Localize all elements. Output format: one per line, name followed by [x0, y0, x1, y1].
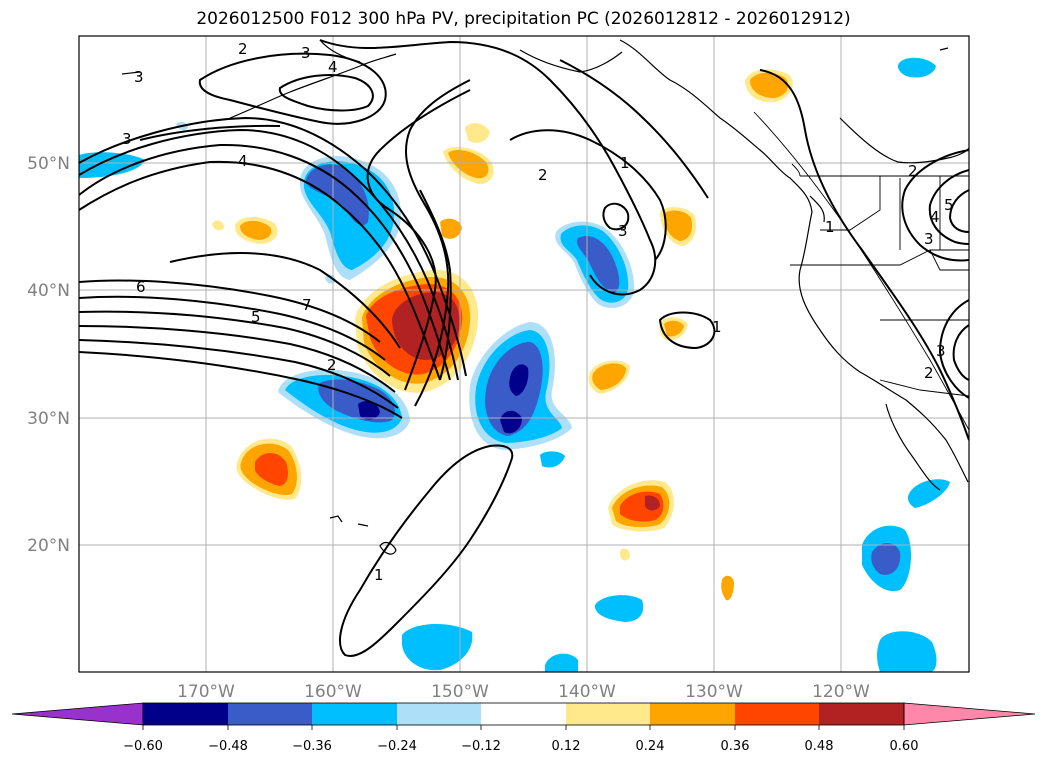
colorbar: −0.60 −0.48 −0.36 −0.24 −0.12 0.12 0.24 … [11, 702, 1036, 754]
colorbar-tick-label: 0.48 [805, 739, 834, 754]
graticule [79, 36, 969, 672]
contour-label: 6 [136, 278, 146, 296]
lon-label-140w: 140°W [558, 682, 616, 702]
contour-label: 3 [301, 44, 311, 62]
precip-anomaly-layer [79, 57, 950, 672]
contour-label: 5 [944, 196, 954, 214]
contour-label: 3 [924, 230, 934, 248]
contour-label: 3 [618, 222, 628, 240]
contour-label: 7 [302, 296, 312, 314]
colorbar-segment [819, 703, 904, 725]
colorbar-tick-label: −0.60 [123, 739, 163, 754]
contour-label: 2 [538, 166, 548, 184]
colorbar-extend-low [11, 702, 144, 726]
lon-label-170w: 170°W [177, 682, 235, 702]
colorbar-tick-label: 0.36 [721, 739, 750, 754]
positive-anomaly-south-central [608, 480, 674, 532]
negative-anomaly-west [79, 152, 145, 178]
contour-label: 1 [620, 154, 630, 172]
lat-label-20n: 20°N [27, 536, 70, 556]
contour-label: 1 [825, 218, 835, 236]
colorbar-tick-label: −0.36 [292, 739, 332, 754]
contour-label: 1 [374, 566, 384, 584]
colorbar-extend-high [903, 702, 1036, 726]
lon-label-120w: 120°W [812, 682, 870, 702]
negative-anomaly-south [877, 631, 937, 672]
colorbar-segment [228, 703, 312, 725]
lat-label-40n: 40°N [27, 281, 70, 301]
map-title: 2026012500 F012 300 hPa PV, precipitatio… [196, 9, 851, 29]
map-frame [78, 35, 970, 673]
colorbar-segment [566, 703, 650, 725]
colorbar-tick-label: 0.12 [552, 739, 581, 754]
contour-label: 2 [327, 356, 337, 374]
contour-label: 2 [924, 364, 934, 382]
contour-label: 5 [251, 308, 261, 326]
lon-label-160w: 160°W [304, 682, 362, 702]
contour-label: 3 [122, 130, 132, 148]
latitude-labels: 50°N 40°N 30°N 20°N [27, 154, 70, 556]
lon-label-130w: 130°W [685, 682, 743, 702]
positive-anomaly-hawaii-north [236, 438, 302, 500]
colorbar-tick-label: −0.12 [461, 739, 501, 754]
colorbar-segment [143, 703, 228, 725]
colorbar-tick-label: 0.24 [636, 739, 665, 754]
contour-label: 4 [238, 152, 248, 170]
colorbar-tick-label: −0.24 [377, 739, 417, 754]
contour-label: 3 [936, 342, 946, 360]
negative-anomaly-east [555, 221, 635, 308]
lat-label-30n: 30°N [27, 409, 70, 429]
contour-label: 1 [712, 318, 722, 336]
negative-anomaly-northwest [299, 156, 401, 280]
contour-label: 2 [908, 162, 918, 180]
colorbar-segment [312, 703, 397, 725]
contour-label: 2 [238, 40, 248, 58]
pv-contours [79, 39, 969, 657]
colorbar-segment [481, 703, 566, 725]
lat-label-50n: 50°N [27, 154, 70, 174]
map-layers: 2 3 4 3 3 4 6 5 7 2 2 1 3 1 1 2 4 5 3 2 … [79, 36, 969, 672]
negative-anomaly-central [469, 322, 572, 450]
longitude-labels: 170°W 160°W 150°W 140°W 130°W 120°W [177, 682, 870, 702]
lon-label-150w: 150°W [431, 682, 489, 702]
contour-label: 4 [930, 208, 940, 226]
coastlines [121, 39, 969, 555]
colorbar-tick-label: 0.60 [890, 739, 919, 754]
contour-label: 3 [134, 68, 144, 86]
negative-anomaly-canada [898, 57, 936, 78]
contour-label: 4 [328, 58, 338, 76]
colorbar-segment [735, 703, 819, 725]
colorbar-tick-label: −0.48 [208, 739, 248, 754]
colorbar-segment [397, 703, 481, 725]
colorbar-segment [650, 703, 735, 725]
contour-labels: 2 3 4 3 3 4 6 5 7 2 2 1 3 1 1 2 4 5 3 2 … [122, 40, 954, 584]
